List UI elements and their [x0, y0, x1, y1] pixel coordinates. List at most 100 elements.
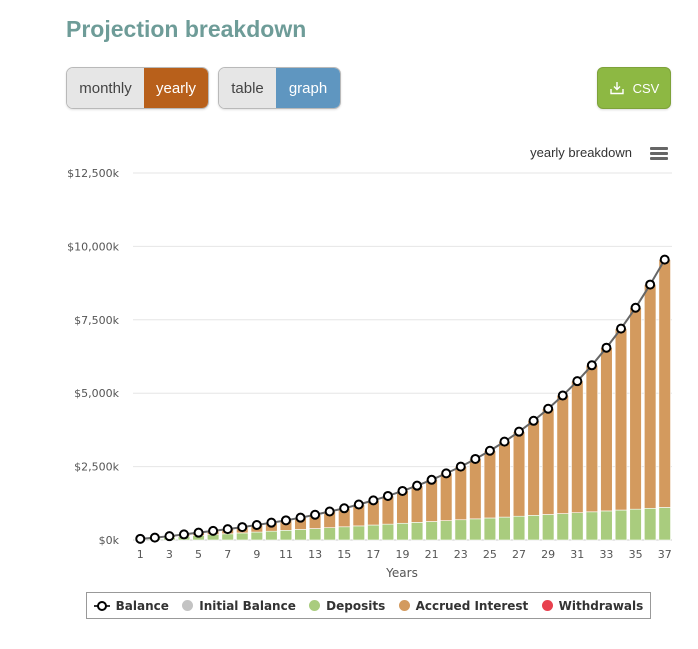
- csv-label: CSV: [632, 80, 660, 96]
- y-tick-label: $2,500k: [74, 461, 119, 474]
- bar-accrued-interest: [512, 431, 526, 517]
- withdrawals-swatch-icon: [541, 600, 553, 611]
- x-tick-label: 15: [337, 548, 351, 561]
- bar-accrued-interest: [425, 479, 438, 522]
- bar-deposits: [556, 513, 569, 541]
- bar-deposits: [498, 516, 511, 541]
- balance-point: [164, 531, 175, 542]
- balance-point: [630, 302, 641, 313]
- balance-point: [149, 532, 160, 543]
- bar-accrued-interest: [527, 420, 540, 516]
- graph-option[interactable]: graph: [276, 68, 340, 108]
- balance-point: [266, 517, 277, 528]
- x-tick-label: 25: [483, 548, 497, 561]
- bar-deposits: [454, 519, 467, 541]
- bar-deposits: [250, 531, 263, 541]
- x-tick-label: 7: [224, 548, 231, 561]
- x-tick-label: 27: [512, 548, 526, 561]
- bar-accrued-interest: [542, 408, 555, 515]
- legend-item-withdrawals[interactable]: Withdrawals: [541, 598, 644, 613]
- balance-point: [441, 468, 452, 479]
- bar-accrued-interest: [410, 485, 424, 523]
- balance-point: [601, 342, 612, 353]
- legend-item-balance[interactable]: Balance: [93, 599, 169, 613]
- yearly-option[interactable]: yearly: [144, 68, 208, 108]
- csv-download-button[interactable]: CSV: [597, 67, 671, 109]
- balance-point: [397, 485, 408, 496]
- x-tick-label: 5: [195, 548, 202, 561]
- bar-deposits: [236, 532, 249, 541]
- bar-accrued-interest: [585, 365, 599, 513]
- bar-deposits: [542, 514, 555, 541]
- balance-point: [237, 522, 248, 533]
- accrued-interest-swatch-icon: [398, 600, 410, 611]
- balance-point: [193, 527, 204, 538]
- balance-point: [557, 390, 568, 401]
- legend-label: Withdrawals: [558, 598, 644, 613]
- balance-point: [178, 529, 189, 540]
- bar-deposits: [527, 515, 540, 541]
- balance-point: [470, 453, 481, 464]
- bar-accrued-interest: [600, 347, 613, 512]
- bar-deposits: [512, 515, 526, 541]
- page-title: Projection breakdown: [66, 16, 307, 42]
- bar-deposits: [294, 529, 307, 541]
- bar-deposits: [629, 508, 642, 541]
- balance-point: [382, 490, 393, 501]
- monthly-option[interactable]: monthly: [67, 68, 144, 108]
- x-tick-label: 9: [253, 548, 260, 561]
- legend-item-initial-balance[interactable]: Initial Balance: [182, 599, 296, 613]
- x-tick-label: 23: [454, 548, 468, 561]
- bar-deposits: [585, 511, 599, 541]
- legend-label: Accrued Interest: [415, 598, 529, 613]
- bar-accrued-interest: [556, 395, 569, 514]
- bar-deposits: [571, 512, 584, 541]
- x-axis-title: Years: [385, 566, 418, 580]
- balance-point: [586, 360, 597, 371]
- bar-accrued-interest: [571, 380, 584, 513]
- bar-accrued-interest: [454, 466, 467, 521]
- bar-deposits: [279, 530, 293, 541]
- x-tick-label: 31: [570, 548, 584, 561]
- legend-label: Initial Balance: [199, 598, 296, 613]
- bar-accrued-interest: [644, 284, 657, 509]
- balance-point: [514, 426, 525, 437]
- bar-deposits: [265, 530, 278, 541]
- balance-point: [251, 520, 262, 531]
- bar-deposits: [352, 525, 365, 541]
- table-option[interactable]: table: [219, 68, 276, 108]
- legend-item-deposits[interactable]: Deposits: [309, 599, 385, 613]
- bar-deposits: [658, 507, 671, 541]
- bar-accrued-interest: [629, 307, 642, 510]
- chart-legend: Balance Initial Balance Deposits Accrued…: [86, 592, 651, 619]
- bar-deposits: [483, 517, 497, 541]
- view-toggle: table graph: [218, 67, 341, 109]
- x-tick-label: 21: [425, 548, 439, 561]
- bar-accrued-interest: [483, 450, 497, 519]
- bar-deposits: [396, 522, 409, 541]
- bar-deposits: [614, 509, 628, 541]
- balance-point: [368, 495, 379, 506]
- bar-accrued-interest: [658, 259, 671, 508]
- bar-deposits: [425, 521, 438, 541]
- legend-label: Deposits: [326, 598, 386, 613]
- bar-deposits: [381, 523, 395, 541]
- chart-menu-icon[interactable]: [650, 147, 668, 161]
- chart-subtitle: yearly breakdown: [530, 145, 632, 160]
- balance-point: [353, 499, 364, 510]
- period-toggle: monthly yearly: [66, 67, 209, 109]
- download-icon: [609, 82, 624, 95]
- bar-accrued-interest: [440, 473, 453, 521]
- bar-deposits: [308, 528, 322, 541]
- x-tick-label: 19: [396, 548, 410, 561]
- legend-item-accrued-interest[interactable]: Accrued Interest: [398, 598, 529, 613]
- x-tick-label: 3: [166, 548, 173, 561]
- balance-point: [324, 506, 335, 517]
- bar-deposits: [338, 526, 351, 541]
- deposits-swatch-icon: [309, 600, 321, 611]
- bar-deposits: [221, 533, 234, 541]
- bar-deposits: [644, 507, 657, 541]
- y-tick-label: $5,000k: [74, 387, 119, 400]
- balance-point: [528, 415, 539, 426]
- x-tick-label: 17: [366, 548, 380, 561]
